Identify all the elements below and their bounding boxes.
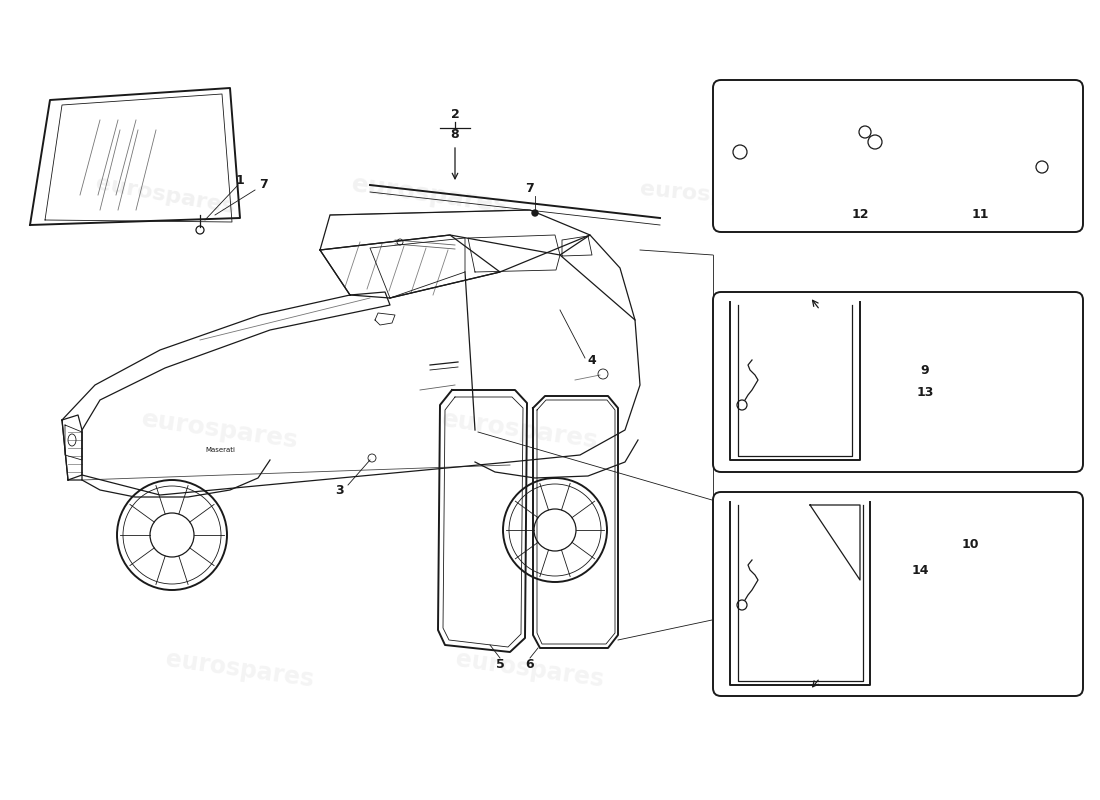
Text: 12: 12 xyxy=(851,209,869,222)
Text: eurospares: eurospares xyxy=(350,172,510,218)
Text: eurospares: eurospares xyxy=(140,407,300,453)
Text: 8: 8 xyxy=(451,127,460,141)
Text: eurospares: eurospares xyxy=(440,407,600,453)
Text: 6: 6 xyxy=(526,658,535,671)
Text: 14: 14 xyxy=(911,563,928,577)
Text: 13: 13 xyxy=(916,386,934,398)
Text: eurospares: eurospares xyxy=(94,173,236,217)
FancyBboxPatch shape xyxy=(713,492,1084,696)
Text: eurospares: eurospares xyxy=(639,179,781,211)
Text: 7: 7 xyxy=(258,178,267,191)
Circle shape xyxy=(532,210,538,216)
Text: 7: 7 xyxy=(526,182,535,194)
Text: 9: 9 xyxy=(921,363,929,377)
Text: eurospares: eurospares xyxy=(164,648,316,692)
Text: 3: 3 xyxy=(336,483,344,497)
FancyBboxPatch shape xyxy=(713,292,1084,472)
Text: 1: 1 xyxy=(235,174,244,186)
Text: Maserati: Maserati xyxy=(205,447,235,453)
Text: 11: 11 xyxy=(971,209,989,222)
FancyBboxPatch shape xyxy=(713,80,1084,232)
Text: 10: 10 xyxy=(961,538,979,551)
Text: 2: 2 xyxy=(451,107,460,121)
Text: 4: 4 xyxy=(587,354,596,366)
Text: 5: 5 xyxy=(496,658,505,671)
Text: eurospares: eurospares xyxy=(454,648,606,692)
